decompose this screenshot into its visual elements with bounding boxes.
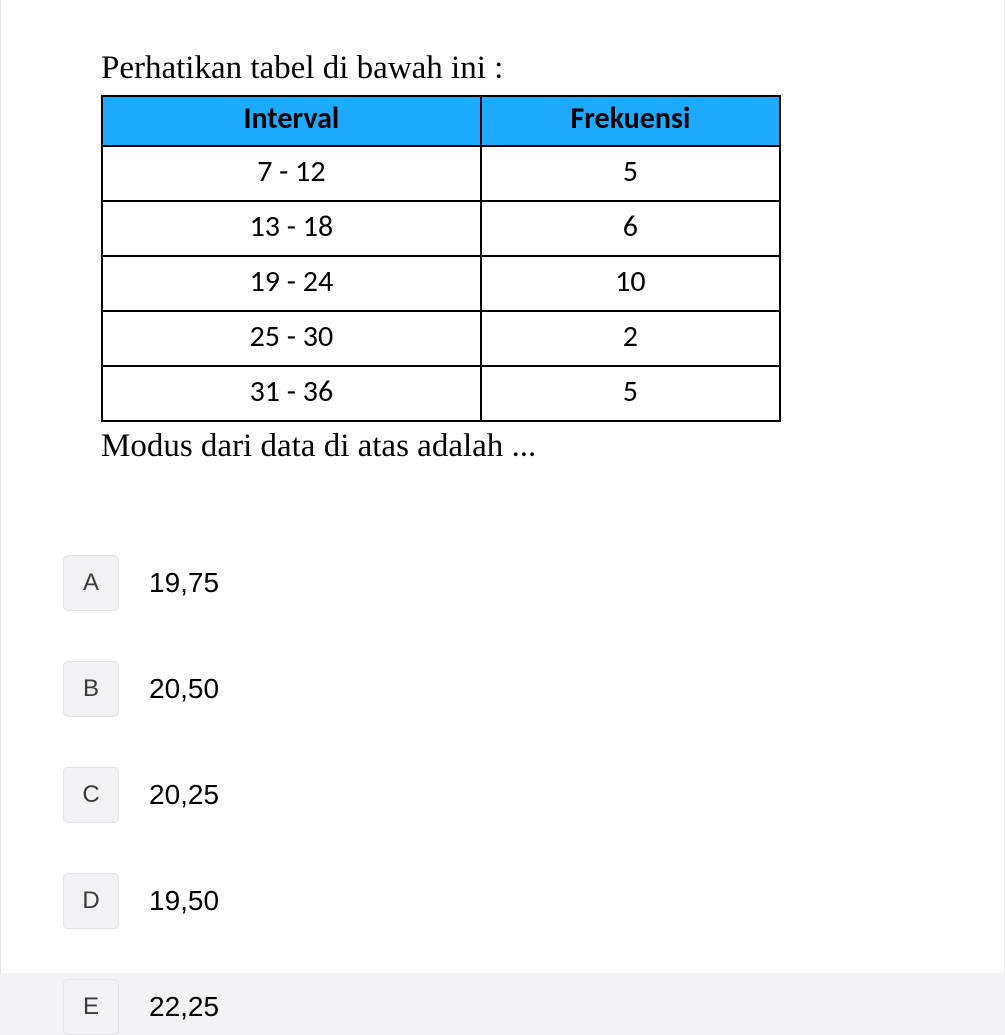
- table-cell: 10: [481, 256, 780, 311]
- option-button-c[interactable]: C: [63, 767, 119, 823]
- option-value: 19,75: [149, 567, 219, 599]
- table-header-interval: Interval: [102, 96, 481, 146]
- table-cell: 7 - 12: [102, 146, 481, 201]
- option-row: A 19,75: [63, 555, 944, 611]
- option-value: 20,25: [149, 779, 219, 811]
- table-cell: 5: [481, 146, 780, 201]
- question-text: Modus dari data di atas adalah ...: [101, 428, 944, 465]
- option-row: E 22,25: [63, 979, 944, 1035]
- option-button-e[interactable]: E: [63, 979, 119, 1035]
- option-button-b[interactable]: B: [63, 661, 119, 717]
- table-row: 19 - 24 10: [102, 256, 780, 311]
- table-body: 7 - 12 5 13 - 18 6 19 - 24 10 25 - 30 2 …: [102, 146, 780, 421]
- table-row: 31 - 36 5: [102, 366, 780, 421]
- option-row: C 20,25: [63, 767, 944, 823]
- table-row: 7 - 12 5: [102, 146, 780, 201]
- option-button-a[interactable]: A: [63, 555, 119, 611]
- option-row: B 20,50: [63, 661, 944, 717]
- table-row: 13 - 18 6: [102, 201, 780, 256]
- table-header-row: Interval Frekuensi: [102, 96, 780, 146]
- option-value: 19,50: [149, 885, 219, 917]
- table-cell: 19 - 24: [102, 256, 481, 311]
- table-cell: 31 - 36: [102, 366, 481, 421]
- option-row: D 19,50: [63, 873, 944, 929]
- table-cell: 5: [481, 366, 780, 421]
- table-cell: 2: [481, 311, 780, 366]
- table-cell: 6: [481, 201, 780, 256]
- table-cell: 13 - 18: [102, 201, 481, 256]
- option-button-d[interactable]: D: [63, 873, 119, 929]
- question-panel: Perhatikan tabel di bawah ini : Interval…: [0, 0, 1005, 973]
- table-cell: 25 - 30: [102, 311, 481, 366]
- instruction-text: Perhatikan tabel di bawah ini :: [101, 50, 944, 87]
- table-header-frekuensi: Frekuensi: [481, 96, 780, 146]
- table-row: 25 - 30 2: [102, 311, 780, 366]
- option-value: 22,25: [149, 991, 219, 1023]
- frequency-table: Interval Frekuensi 7 - 12 5 13 - 18 6 19…: [101, 95, 781, 422]
- options-area: A 19,75 B 20,50 C 20,25 D 19,50 E 22,25: [63, 555, 944, 1035]
- option-value: 20,50: [149, 673, 219, 705]
